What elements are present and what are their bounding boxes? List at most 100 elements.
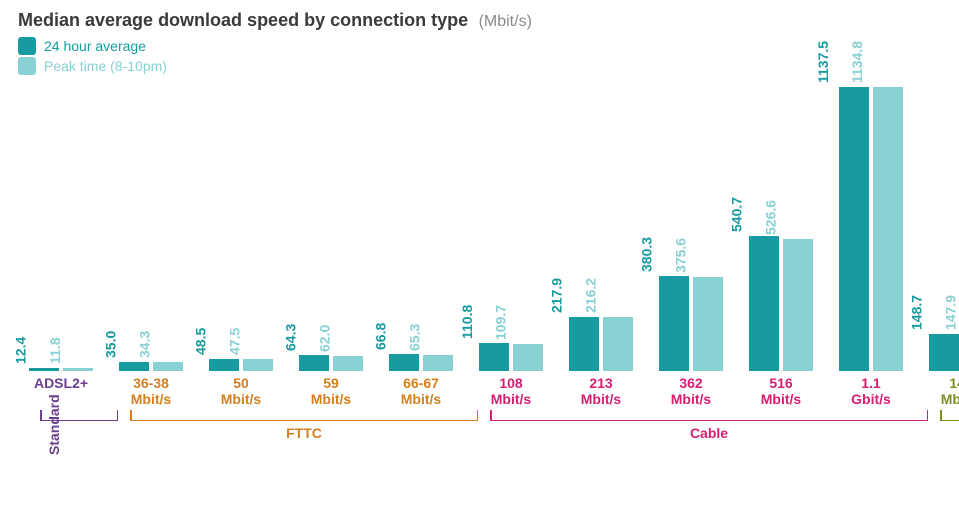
bar-24h: 217.9 — [569, 317, 599, 371]
bar-pair: 48.547.5 — [202, 71, 280, 371]
bar-value-label: 217.9 — [548, 277, 564, 316]
bar-peak: 11.8 — [63, 368, 93, 371]
x-label-primary: 362 — [671, 375, 711, 391]
x-label-primary: 213 — [581, 375, 621, 391]
bar-value-label: 48.5 — [192, 328, 208, 359]
x-label-unit: Gbit/s — [851, 391, 891, 407]
x-label-primary: 145 — [941, 375, 959, 391]
bar-value-label: 147.9 — [942, 295, 958, 334]
bar-peak: 62.0 — [333, 356, 363, 372]
x-axis-label: 36-38Mbit/s — [131, 375, 171, 409]
bar-value-label: 375.6 — [672, 238, 688, 277]
x-label-primary: 108 — [491, 375, 531, 391]
x-label-primary: ADSL2+ — [34, 375, 88, 391]
x-label-unit: Mbit/s — [131, 391, 171, 407]
x-label-unit: Mbit/s — [671, 391, 711, 407]
x-axis-label: 50Mbit/s — [221, 375, 261, 409]
bar-group: 1137.51134.8 1.1Gbit/s — [832, 71, 910, 409]
bar-24h: 380.3 — [659, 276, 689, 371]
bar-group: 148.7147.9 145Mbit/s — [922, 71, 959, 409]
bar-group: 540.7526.6 516Mbit/s — [742, 71, 820, 409]
bar-peak: 109.7 — [513, 344, 543, 371]
bar-value-label: 64.3 — [282, 324, 298, 355]
category-brackets: StandardFTTCCableFullfibre — [18, 411, 941, 459]
bar-24h: 35.0 — [119, 362, 149, 371]
bar-value-label: 1137.5 — [815, 41, 831, 87]
bar-24h: 66.8 — [389, 354, 419, 371]
bar-value-label: 148.7 — [908, 295, 924, 334]
bar-pair: 148.7147.9 — [922, 71, 959, 371]
bar-pair: 64.362.0 — [292, 71, 370, 371]
category-label-standard: Standard — [46, 394, 62, 455]
bar-peak: 375.6 — [693, 277, 723, 371]
bar-pair: 1137.51134.8 — [832, 71, 910, 371]
x-axis-label: 59Mbit/s — [311, 375, 351, 409]
bar-value-label: 380.3 — [638, 237, 654, 276]
x-label-primary: 59 — [311, 375, 351, 391]
x-label-primary: 1.1 — [851, 375, 891, 391]
x-axis-label: 1.1Gbit/s — [851, 375, 891, 409]
x-label-unit: Mbit/s — [311, 391, 351, 407]
chart-title: Median average download speed by connect… — [18, 10, 468, 30]
legend-swatch-24h — [18, 37, 36, 55]
chart-header: Median average download speed by connect… — [18, 10, 941, 31]
bar-peak: 65.3 — [423, 355, 453, 371]
bar-group: 217.9216.2 213Mbit/s — [562, 71, 640, 409]
bar-value-label: 35.0 — [102, 331, 118, 362]
bar-peak: 47.5 — [243, 359, 273, 371]
chart-area: 12.411.8ADSL2+35.034.336-38Mbit/s48.547.… — [18, 79, 941, 409]
x-label-unit: Mbit/s — [761, 391, 801, 407]
bar-group: 48.547.550Mbit/s — [202, 71, 280, 409]
bar-group: 66.865.3 66-67Mbit/s — [382, 71, 460, 409]
x-label-unit: Mbit/s — [491, 391, 531, 407]
bar-value-label: 540.7 — [728, 197, 744, 236]
bar-value-label: 11.8 — [47, 338, 63, 368]
bar-peak: 34.3 — [153, 362, 183, 371]
bar-pair: 540.7526.6 — [742, 71, 820, 371]
bar-value-label: 216.2 — [582, 278, 598, 317]
category-label-fttc: FTTC — [286, 425, 322, 441]
bar-peak: 216.2 — [603, 317, 633, 371]
bar-value-label: 526.6 — [762, 200, 778, 239]
category-bracket-cable — [490, 411, 928, 421]
x-axis-label: 108Mbit/s — [491, 375, 531, 409]
x-axis-label: 213Mbit/s — [581, 375, 621, 409]
x-label-primary: 66-67 — [401, 375, 441, 391]
bar-peak: 526.6 — [783, 239, 813, 371]
chart-unit: (Mbit/s) — [479, 13, 532, 30]
bar-24h: 48.5 — [209, 359, 239, 371]
bar-value-label: 47.5 — [226, 328, 242, 359]
bar-group: 110.8109.7 108Mbit/s — [472, 71, 550, 409]
x-label-primary: 50 — [221, 375, 261, 391]
bar-24h: 64.3 — [299, 355, 329, 371]
bar-value-label: 65.3 — [406, 323, 422, 354]
bar-group: 380.3375.6 362Mbit/s — [652, 71, 730, 409]
bar-pair: 380.3375.6 — [652, 71, 730, 371]
bar-value-label: 110.8 — [459, 305, 475, 343]
legend-item-24h: 24 hour average — [18, 37, 941, 55]
bar-24h: 1137.5 — [839, 87, 869, 371]
bar-value-label: 62.0 — [316, 324, 332, 355]
x-axis-label: 145Mbit/s — [941, 375, 959, 409]
x-axis-label: 66-67Mbit/s — [401, 375, 441, 409]
bar-24h: 12.4 — [29, 368, 59, 371]
category-bracket-fullfibre — [940, 411, 959, 421]
bar-group: 64.362.0 59Mbit/s — [292, 71, 370, 409]
legend-label-24h: 24 hour average — [44, 38, 146, 54]
bar-group: 35.034.336-38Mbit/s — [112, 71, 190, 409]
x-axis-label: 516Mbit/s — [761, 375, 801, 409]
x-label-unit: Mbit/s — [401, 391, 441, 407]
x-label-unit: Mbit/s — [581, 391, 621, 407]
x-label-primary: 516 — [761, 375, 801, 391]
bar-peak: 1134.8 — [873, 87, 903, 371]
bar-group: 12.411.8ADSL2+ — [22, 71, 100, 409]
bar-24h: 110.8 — [479, 343, 509, 371]
x-label-primary: 36-38 — [131, 375, 171, 391]
category-label-cable: Cable — [690, 425, 728, 441]
bar-pair: 35.034.3 — [112, 71, 190, 371]
x-axis-label: 362Mbit/s — [671, 375, 711, 409]
bar-24h: 148.7 — [929, 334, 959, 371]
bar-value-label: 34.3 — [136, 331, 152, 362]
bar-value-label: 66.8 — [372, 323, 388, 354]
x-label-unit: Mbit/s — [941, 391, 959, 407]
